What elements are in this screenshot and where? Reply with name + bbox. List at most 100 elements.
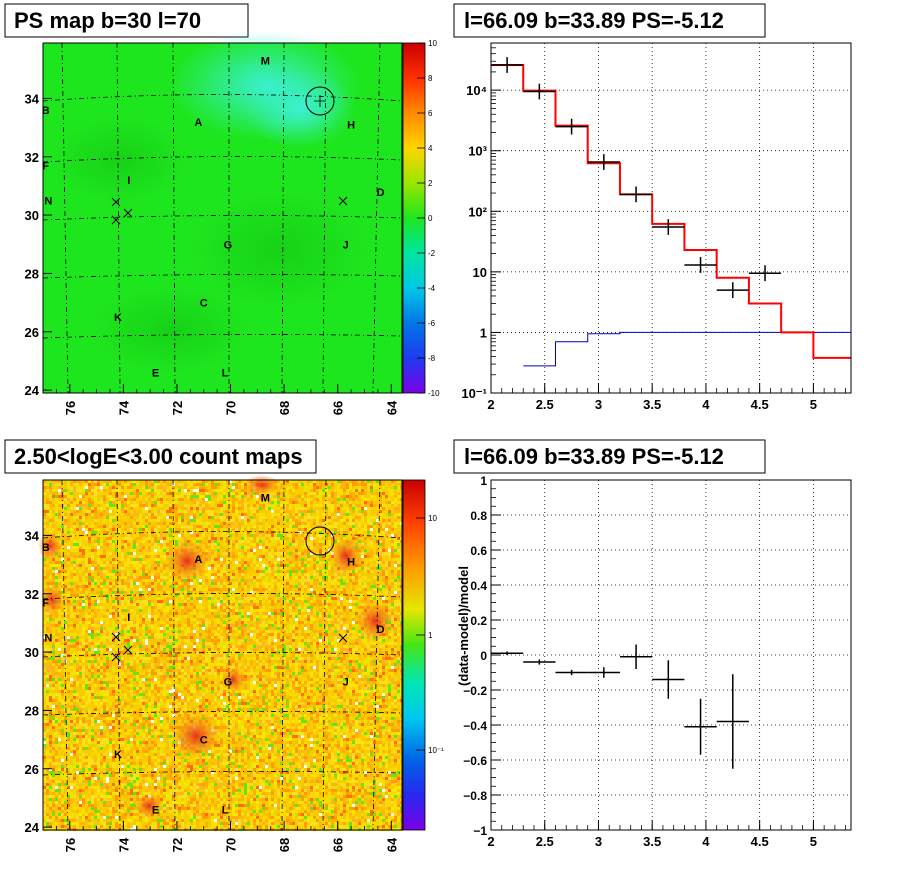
data-point [716, 282, 749, 298]
colorbar-tick-label: -10 [428, 389, 440, 398]
spectrum-marks [491, 57, 851, 367]
y-tick-label: 24 [25, 820, 40, 835]
x-tick-label: 4.5 [751, 834, 769, 849]
y-tick-label: −0.8 [463, 789, 487, 803]
residual-point [555, 669, 588, 676]
y-tick-label: 30 [25, 645, 39, 660]
y-tick-label: −0.2 [463, 684, 487, 698]
x-tick-label: 66 [331, 838, 346, 852]
source-label: N [44, 196, 52, 208]
plot-frame [42, 42, 403, 394]
y-tick-label: 26 [25, 762, 39, 777]
y-tick-label: −1 [473, 824, 487, 838]
residual-point [587, 667, 620, 678]
x-tick-label: 2.5 [536, 397, 554, 412]
y-tick-label: 0.4 [470, 579, 487, 593]
source-label: I [127, 175, 130, 187]
source-label: I [127, 612, 130, 624]
y-tick-label: 0 [480, 649, 487, 663]
x-tick-label: 68 [277, 838, 292, 852]
x-tick-label: 64 [384, 400, 399, 415]
plot-frame [42, 479, 403, 831]
title-box [453, 3, 766, 38]
y-tick-label: 30 [25, 208, 39, 223]
y-tick-label: 28 [25, 703, 39, 718]
source-labels: M B A H F I D N G J C K E L [42, 493, 385, 817]
source-label: C [200, 298, 208, 310]
cyan-region [245, 68, 355, 148]
colorbar-tick-label: 2 [428, 179, 433, 188]
y-tick-label: 28 [25, 266, 39, 281]
data-point [684, 257, 717, 273]
residual-panel: l=66.09 b=33.89 PS=-5.12 2 2.5 3 3.5 4 4.5 5 1 0… [453, 439, 852, 849]
coordinate-grid [42, 42, 403, 394]
colorbar-ticks: 10 8 6 4 2 0 -2 -4 -6 -8 -10 [417, 39, 440, 398]
source-label: L [222, 805, 229, 817]
y-tick-label: 24 [25, 383, 40, 398]
y-tick-label: 26 [25, 325, 39, 340]
y-tick-label: 0.6 [470, 544, 487, 558]
panel-title: PS map b=30 l=70 [14, 8, 201, 33]
x-tick-label: 70 [224, 401, 239, 415]
residual-point [491, 651, 524, 655]
dim-region [50, 115, 190, 205]
axes: 2 2.5 3 3.5 4 4.5 5 10⁻¹ 1 10 10² 10³ 10⁴ [461, 47, 847, 412]
x-tick-label: 3 [595, 397, 602, 412]
x-tick-label: 4 [702, 834, 710, 849]
data-point [619, 186, 653, 203]
residual-point [716, 674, 749, 769]
count-map-pixels [43, 480, 403, 831]
count-map-pixels [43, 480, 403, 831]
source-label: J [343, 239, 349, 251]
x-tick-label: 76 [63, 838, 78, 852]
colorbar-tick-label: -2 [428, 249, 436, 258]
source-label: E [152, 805, 159, 817]
plot-frame [490, 42, 852, 394]
x-tick-label: 72 [170, 838, 185, 852]
y-tick-label: 1 [480, 474, 487, 488]
x-tick-label: 72 [170, 401, 185, 415]
y-tick-label: 10² [468, 204, 487, 219]
dim-region [190, 190, 370, 310]
dim-region [90, 285, 250, 375]
map-axes: 76 74 72 70 68 66 64 24 26 28 30 32 34 [25, 91, 400, 415]
panel-title: l=66.09 b=33.89 PS=-5.12 [464, 444, 724, 469]
y-tick-label: 0.8 [470, 509, 487, 523]
x-tick-label: 74 [116, 837, 131, 852]
colorbar [402, 479, 426, 831]
colorbar-tick-label: -6 [428, 319, 436, 328]
source-label: M [261, 493, 270, 505]
x-tick-label: 2 [487, 397, 494, 412]
x-tick-label: 3.5 [643, 397, 661, 412]
count-map-panel: 2.50<logE<3.00 count maps M B A H F I D N G J C K E L… [4, 439, 444, 852]
x-tick-label: 5 [810, 834, 817, 849]
panel-title: 2.50<logE<3.00 count maps [14, 444, 303, 469]
source-label: B [42, 542, 50, 554]
source-label: B [42, 105, 50, 117]
source-label: C [200, 735, 208, 747]
y-tick-label: 10⁴ [466, 83, 487, 98]
data-point [555, 118, 588, 135]
count-map-pixels [43, 480, 403, 831]
title-box [453, 439, 766, 474]
source-labels: M B A H F I D N G J C K E L [42, 56, 385, 380]
target-circle [305, 526, 335, 556]
x-tick-label: 76 [63, 401, 78, 415]
y-tick-label: 34 [25, 91, 40, 106]
x-tick-label: 74 [116, 400, 131, 415]
source-blob [330, 538, 362, 574]
source-blob [40, 586, 64, 614]
coordinate-grid [42, 479, 403, 831]
x-tick-label: 5 [810, 397, 817, 412]
panel-title: l=66.09 b=33.89 PS=-5.12 [464, 8, 724, 33]
x-tick-label: 66 [331, 401, 346, 415]
source-label: D [377, 187, 385, 199]
data-point [748, 265, 782, 282]
source-label: F [42, 161, 49, 173]
colorbar-tick-label: -4 [428, 284, 436, 293]
colorbar-tick-label: 10 [428, 39, 437, 48]
y-tick-label: 0.2 [470, 614, 487, 628]
x-tick-label: 2 [487, 834, 494, 849]
grid [491, 480, 851, 830]
source-blob [172, 714, 220, 758]
